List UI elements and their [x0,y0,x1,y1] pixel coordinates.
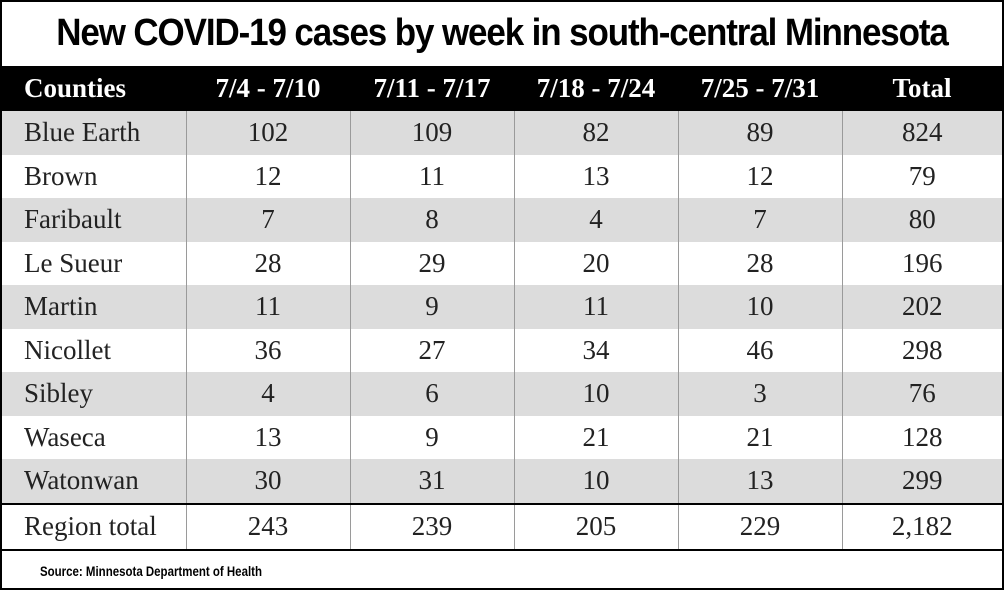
table-row: Le Sueur 28 29 20 28 196 [2,241,1002,285]
table-row: Blue Earth 102 109 82 89 824 [2,111,1002,155]
county-cell: Nicollet [24,334,111,365]
value-cell: 10 [677,285,842,329]
total-cell: 202 [841,285,1002,329]
county-cell: Faribault [2,198,186,242]
source-note: Source: Minnesota Department of Health [40,563,262,579]
value-cell: 9 [349,285,514,329]
county-cell: Martin [2,285,186,329]
region-total-cell: 229 [677,502,842,551]
region-total-cell: 243 [185,502,350,551]
county-cell: Watonwan [2,459,186,504]
value-cell: 20 [513,241,678,285]
value-cell: 109 [349,111,514,155]
value-cell: 28 [677,241,842,285]
value-cell: 89 [677,111,842,155]
value-cell: 12 [677,154,842,198]
county-cell: Brown [24,160,98,191]
total-cell: 128 [841,415,1002,459]
value-cell: 7 [677,198,842,242]
value-cell: 34 [513,328,678,372]
value-cell: 11 [349,154,514,198]
region-total-cell: 239 [349,502,514,551]
total-cell: 299 [841,459,1002,504]
value-cell: 13 [513,154,678,198]
value-cell: 21 [677,415,842,459]
cases-table: Counties 7/4 - 7/10 7/11 - 7/17 7/18 - 7… [2,66,1002,551]
header-row: Counties 7/4 - 7/10 7/11 - 7/17 7/18 - 7… [2,66,1002,111]
table-row: Faribault 7 8 4 7 80 [2,198,1002,242]
value-cell: 7 [185,198,350,242]
value-cell: 31 [349,459,514,504]
county-cell: Sibley [2,372,186,416]
value-cell: 11 [513,285,678,329]
value-cell: 10 [513,372,678,416]
total-cell: 79 [841,154,1002,198]
value-cell: 11 [185,285,350,329]
value-cell: 4 [185,372,350,416]
table-row: Nicollet 36 27 34 46 298 [2,328,1002,372]
value-cell: 9 [349,415,514,459]
table-row: Brown 12 11 13 12 79 [2,154,1002,198]
total-cell: 76 [841,372,1002,416]
value-cell: 46 [677,328,842,372]
region-total-cell: 205 [513,502,678,551]
total-cell: 298 [841,328,1002,372]
value-cell: 28 [185,241,350,285]
value-cell: 30 [185,459,350,504]
value-cell: 13 [185,415,350,459]
column-header-week-2: 7/11 - 7/17 [350,66,514,111]
value-cell: 21 [513,415,678,459]
value-cell: 10 [513,459,678,504]
value-cell: 3 [677,372,842,416]
county-cell: Le Sueur [24,247,123,278]
value-cell: 82 [513,111,678,155]
total-cell: 824 [841,111,1002,155]
column-header-week-3: 7/18 - 7/24 [514,66,678,111]
column-header-week-4: 7/25 - 7/31 [678,66,842,111]
value-cell: 8 [349,198,514,242]
value-cell: 6 [349,372,514,416]
column-header-total: Total [842,66,1002,111]
table-row: Sibley 4 6 10 3 76 [2,372,1002,416]
column-header-counties: Counties [2,66,186,111]
table-row: Waseca 13 9 21 21 128 [2,415,1002,459]
county-cell: Blue Earth [2,111,186,155]
grand-total-cell: 2,182 [841,502,1002,551]
region-total-row: Region total 243 239 205 229 2,182 [2,502,1002,551]
chart-title: New COVID-19 cases by week in south-cent… [56,11,949,54]
column-header-week-1: 7/4 - 7/10 [186,66,350,111]
value-cell: 27 [349,328,514,372]
region-total-label: Region total [2,502,186,551]
value-cell: 102 [185,111,350,155]
total-cell: 80 [841,198,1002,242]
value-cell: 13 [677,459,842,504]
value-cell: 36 [185,328,350,372]
value-cell: 29 [349,241,514,285]
county-cell: Waseca [24,421,106,452]
table-row: Martin 11 9 11 10 202 [2,285,1002,329]
value-cell: 12 [185,154,350,198]
total-cell: 196 [841,241,1002,285]
value-cell: 4 [513,198,678,242]
table-row: Watonwan 30 31 10 13 299 [2,459,1002,504]
